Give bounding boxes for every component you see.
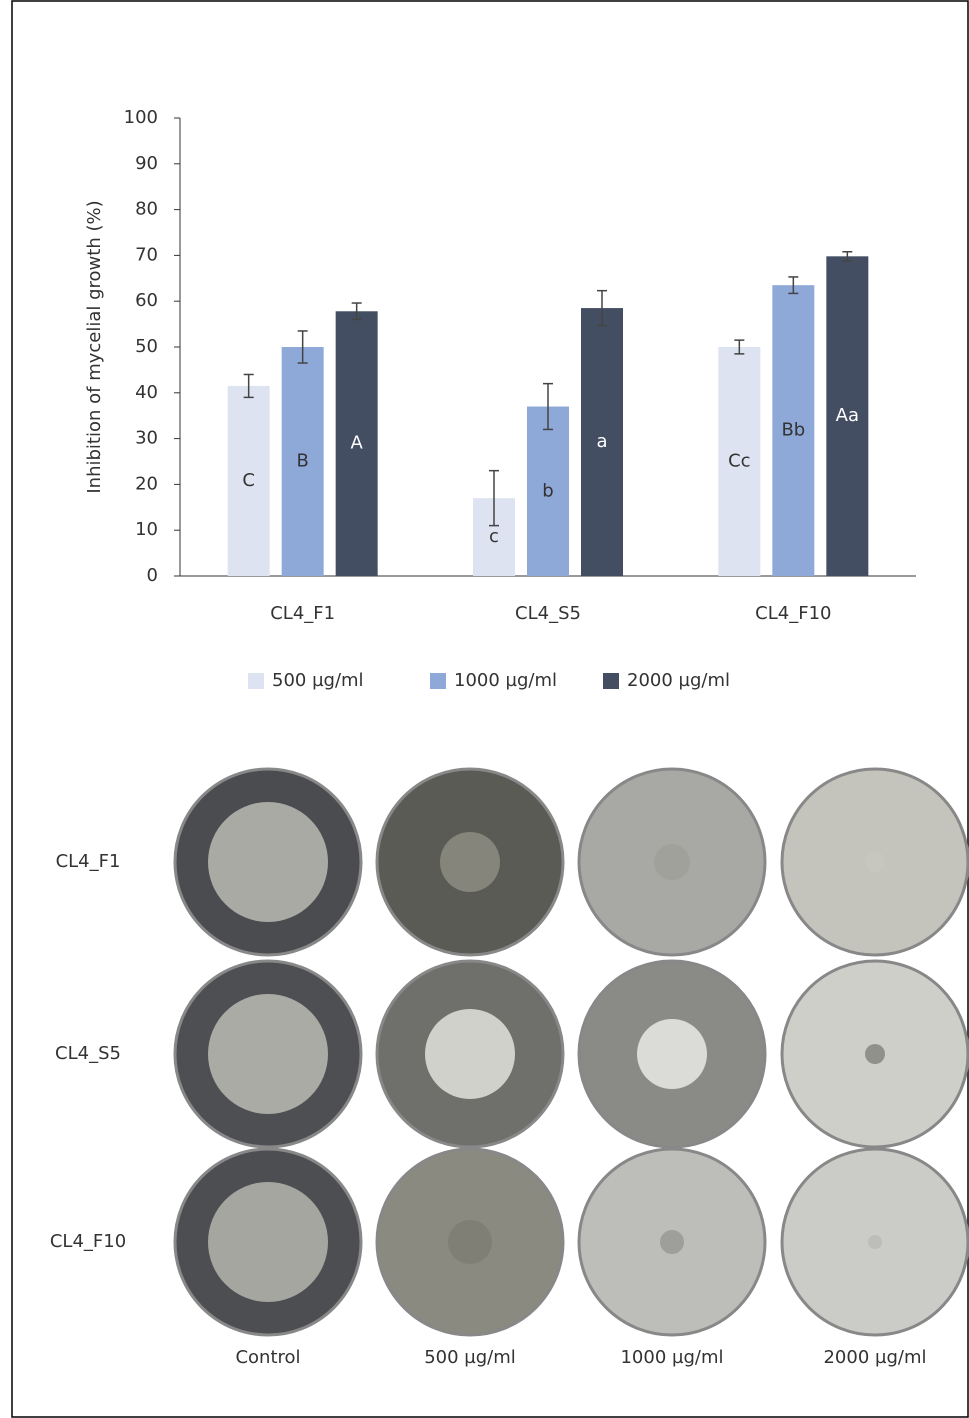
legend-label: 2000 µg/ml bbox=[627, 670, 730, 691]
y-tick-label: 10 bbox=[135, 519, 158, 540]
error-bar bbox=[788, 276, 799, 295]
column-label: 1000 µg/ml bbox=[620, 1347, 723, 1368]
error-bar bbox=[351, 302, 362, 321]
y-tick-label: 100 bbox=[124, 107, 158, 128]
colony bbox=[660, 1230, 684, 1254]
bar bbox=[227, 385, 270, 576]
significance-letter: Bb bbox=[781, 420, 805, 441]
bar bbox=[826, 256, 869, 576]
bar bbox=[581, 308, 623, 576]
y-tick-label: 70 bbox=[135, 244, 158, 265]
error-bar bbox=[489, 469, 499, 527]
legend-swatch bbox=[603, 673, 619, 689]
colony bbox=[865, 1044, 885, 1064]
legend-swatch bbox=[430, 673, 446, 689]
legend-label: 1000 µg/ml bbox=[454, 670, 557, 691]
colony bbox=[868, 1235, 882, 1249]
y-tick-label: 40 bbox=[135, 382, 158, 403]
colony bbox=[865, 852, 885, 872]
colony bbox=[448, 1220, 492, 1264]
error-bar bbox=[842, 250, 853, 262]
significance-letter: a bbox=[596, 431, 607, 452]
y-tick-label: 80 bbox=[135, 199, 158, 220]
bar bbox=[772, 285, 815, 576]
column-label: Control bbox=[235, 1347, 300, 1368]
y-tick-label: 20 bbox=[135, 473, 158, 494]
colony bbox=[440, 832, 500, 892]
error-bar bbox=[297, 330, 308, 364]
y-tick-label: 60 bbox=[135, 290, 158, 311]
y-tick-label: 30 bbox=[135, 428, 158, 449]
column-label: 500 µg/ml bbox=[424, 1347, 516, 1368]
bar bbox=[718, 347, 761, 576]
significance-letter: C bbox=[242, 470, 255, 491]
frame bbox=[11, 0, 969, 1418]
error-bar bbox=[243, 373, 254, 399]
y-tick-label: 90 bbox=[135, 153, 158, 174]
bar bbox=[527, 406, 569, 576]
significance-letter: c bbox=[489, 526, 499, 547]
colony bbox=[208, 1182, 328, 1302]
x-tick-label: CL4_S5 bbox=[515, 603, 581, 624]
colony bbox=[425, 1009, 515, 1099]
colony bbox=[654, 844, 690, 880]
significance-letter: b bbox=[542, 480, 553, 501]
significance-letter: Aa bbox=[836, 405, 859, 426]
error-bar bbox=[543, 382, 553, 431]
row-label: CL4_F1 bbox=[56, 851, 121, 872]
colony bbox=[208, 994, 328, 1114]
row-label: CL4_S5 bbox=[55, 1043, 121, 1064]
bar bbox=[335, 311, 378, 576]
y-axis-title: Inhibition of mycelial growth (%) bbox=[84, 200, 105, 493]
legend-swatch bbox=[248, 673, 264, 689]
legend-label: 500 µg/ml bbox=[272, 670, 364, 691]
x-tick-label: CL4_F10 bbox=[755, 603, 831, 624]
significance-letter: Cc bbox=[728, 451, 750, 472]
colony bbox=[208, 802, 328, 922]
bar bbox=[281, 347, 324, 576]
y-tick-label: 50 bbox=[135, 336, 158, 357]
significance-letter: B bbox=[296, 451, 308, 472]
column-label: 2000 µg/ml bbox=[823, 1347, 926, 1368]
error-bar bbox=[734, 339, 745, 355]
x-tick-label: CL4_F1 bbox=[270, 603, 335, 624]
significance-letter: A bbox=[351, 433, 364, 454]
y-tick-label: 0 bbox=[147, 565, 158, 586]
error-bar bbox=[597, 289, 607, 327]
colony bbox=[637, 1019, 707, 1089]
row-label: CL4_F10 bbox=[50, 1231, 126, 1252]
